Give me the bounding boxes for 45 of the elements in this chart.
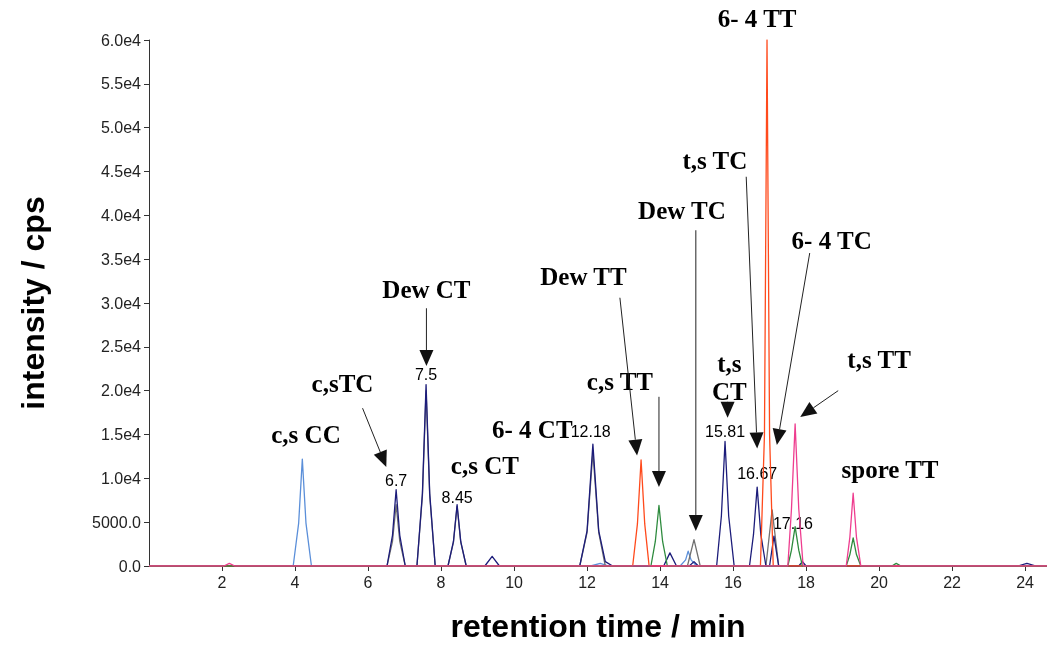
annotation: 8.45 bbox=[441, 489, 473, 507]
x-tick-label: 2 bbox=[217, 573, 227, 591]
y-tick-label: 5000.0 bbox=[92, 513, 142, 531]
y-tick-label: 6.0e4 bbox=[100, 31, 142, 49]
annotation: c,s CT bbox=[450, 451, 520, 479]
y-tick-label: 3.5e4 bbox=[100, 250, 142, 268]
y-tick-label: 5.5e4 bbox=[100, 75, 142, 93]
y-tick-label: 1.5e4 bbox=[100, 426, 142, 443]
x-tick-label: 4 bbox=[290, 573, 300, 591]
y-tick-label: 4.5e4 bbox=[100, 163, 142, 180]
y-tick-label: 3.0e4 bbox=[100, 294, 142, 312]
x-tick-label: 10 bbox=[505, 573, 524, 591]
y-tick-label: 2.0e4 bbox=[100, 382, 142, 400]
annotation: c,sTC bbox=[311, 370, 374, 398]
annotation: Dew CT bbox=[382, 276, 471, 304]
x-tick-label: 18 bbox=[797, 573, 816, 591]
y-tick-label: 5.0e4 bbox=[100, 119, 142, 137]
text: 6- 4 TT bbox=[717, 4, 797, 32]
y-tick-label: 4.0e4 bbox=[100, 206, 142, 224]
x-tick-label: 8 bbox=[436, 573, 446, 591]
annotation: c,s CC bbox=[271, 421, 341, 448]
annotation: 6- 4 CT bbox=[492, 415, 573, 443]
y-axis-title: intensity / cps bbox=[15, 196, 51, 410]
y-tick-label: 2.5e4 bbox=[100, 338, 142, 356]
annotation: 6.7 bbox=[385, 472, 408, 490]
x-tick-label: 12 bbox=[578, 573, 597, 591]
x-tick-label: 20 bbox=[870, 573, 889, 591]
x-tick-label: 6 bbox=[363, 573, 373, 591]
annotation: Dew TT bbox=[540, 263, 627, 291]
y-tick-label: 0.0 bbox=[118, 557, 142, 575]
annotation: t,s TC bbox=[682, 147, 748, 175]
annotation: 7.5 bbox=[414, 366, 438, 384]
annotation: t,s CT bbox=[712, 350, 748, 406]
x-tick-label: 22 bbox=[943, 573, 962, 591]
y-tick-label: 1.0e4 bbox=[100, 469, 142, 487]
x-tick-label: 16 bbox=[724, 573, 743, 591]
annotation: Dew TC bbox=[638, 197, 726, 225]
annotation: t,s TT bbox=[847, 345, 912, 373]
x-axis-title: retention time / min bbox=[450, 608, 746, 644]
annotation: 6- 4 TC bbox=[791, 227, 872, 255]
x-tick-label: 14 bbox=[651, 573, 670, 591]
annotation: 15.81 bbox=[705, 423, 746, 441]
x-tick-label: 24 bbox=[1016, 573, 1035, 591]
annotation: spore TT bbox=[841, 456, 939, 484]
annotation: c,s TT bbox=[586, 368, 654, 396]
